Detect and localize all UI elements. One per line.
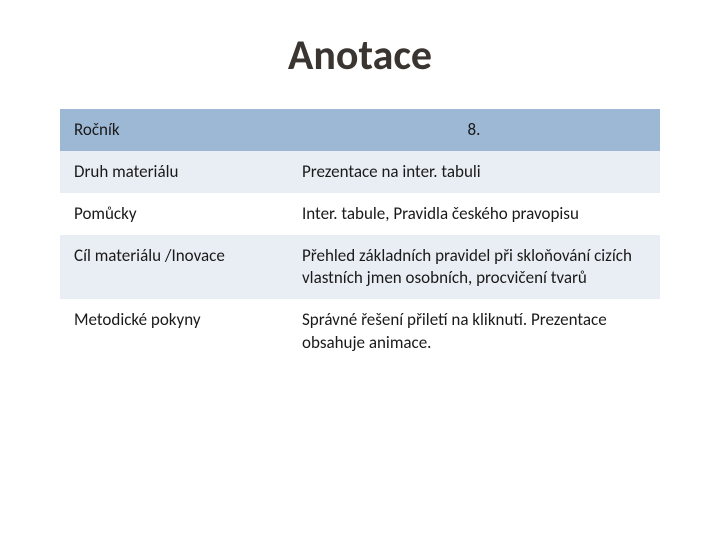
row-label: Cíl materiálu /Inovace xyxy=(60,235,288,299)
row-label: Druh materiálu xyxy=(60,151,288,193)
table-row: Pomůcky Inter. tabule, Pravidla českého … xyxy=(60,193,660,235)
table-row: Druh materiálu Prezentace na inter. tabu… xyxy=(60,151,660,193)
table-header-row: Ročník 8. xyxy=(60,109,660,151)
row-value: Prezentace na inter. tabuli xyxy=(288,151,660,193)
table-row: Cíl materiálu /Inovace Přehled základníc… xyxy=(60,235,660,299)
header-label: Ročník xyxy=(60,109,288,151)
row-value: Správné řešení přiletí na kliknutí. Prez… xyxy=(288,299,660,363)
slide-title: Anotace xyxy=(60,30,660,81)
header-value: 8. xyxy=(288,109,660,151)
row-label: Metodické pokyny xyxy=(60,299,288,363)
row-value: Přehled základních pravidel při skloňová… xyxy=(288,235,660,299)
annotation-table: Ročník 8. Druh materiálu Prezentace na i… xyxy=(60,109,660,364)
row-value: Inter. tabule, Pravidla českého pravopis… xyxy=(288,193,660,235)
row-label: Pomůcky xyxy=(60,193,288,235)
table-row: Metodické pokyny Správné řešení přiletí … xyxy=(60,299,660,363)
slide: Anotace Ročník 8. Druh materiálu Prezent… xyxy=(0,0,720,540)
